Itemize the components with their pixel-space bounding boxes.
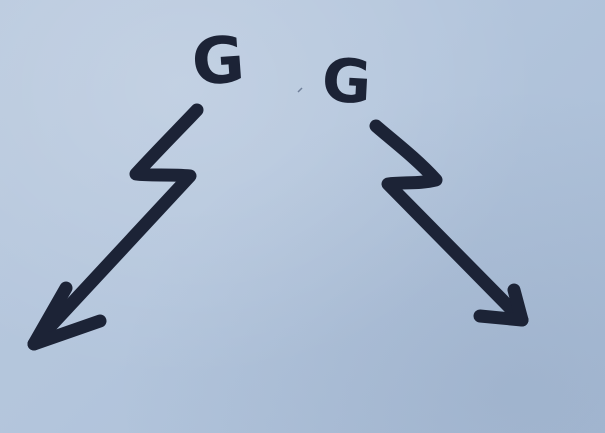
right-arrow-head [473,283,529,327]
left-arrow-head [27,281,107,351]
left-zigzag-arrow [27,103,204,351]
left-arrow-shaft [27,103,204,351]
right-arrow-shaft [369,119,529,327]
right-zigzag-arrow [369,119,529,327]
pencil-speck [297,87,303,93]
